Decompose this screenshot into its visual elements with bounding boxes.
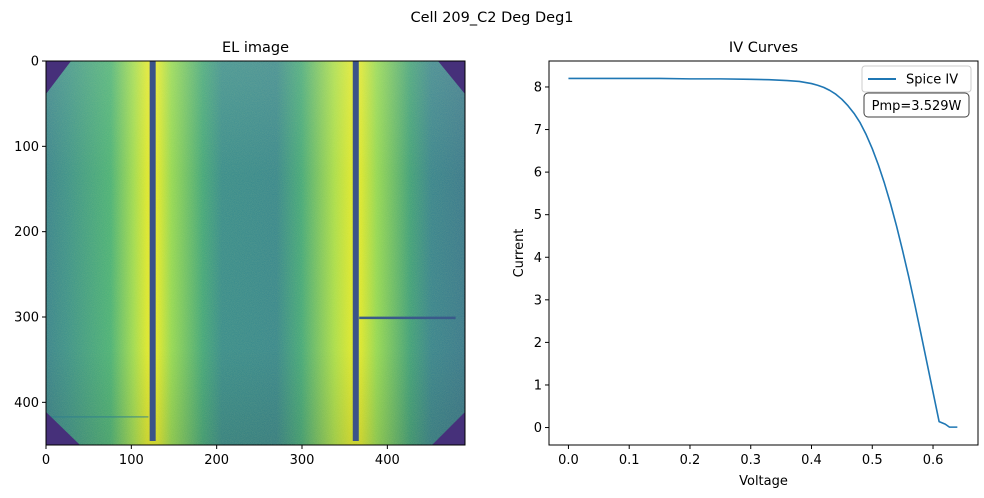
- iv-y-tick-label: 8: [534, 80, 542, 95]
- iv-y-tick-label: 4: [534, 251, 542, 266]
- iv-x-tick-label: 0.0: [558, 453, 579, 468]
- el-image-title: EL image: [222, 40, 289, 56]
- el-image-y-axis: 0 100 200 300 400: [14, 55, 46, 411]
- iv-legend: Spice IV: [861, 65, 972, 93]
- el-x-tick-label: 400: [375, 453, 400, 468]
- iv-pmp-annotation: Pmp=3.529W: [863, 92, 970, 118]
- iv-legend-box: [861, 65, 972, 93]
- el-x-tick-label: 300: [290, 453, 315, 468]
- iv-y-tick-label: 5: [534, 208, 542, 223]
- iv-y-tick-label: 1: [534, 378, 542, 393]
- el-corner-bottom-left: [46, 412, 80, 445]
- el-image-frame: [45, 60, 466, 446]
- el-corner-bottom-right: [432, 412, 465, 445]
- el-x-tick-label: 0: [42, 453, 50, 468]
- iv-x-tick-label: 0.2: [680, 453, 701, 468]
- el-y-tick-label: 200: [14, 225, 39, 240]
- el-y-tick-label: 100: [14, 140, 39, 155]
- iv-curves-axes: 0.0 0.1 0.2 0.3 0.4 0.5 0.6 0 1 2 3 4 5 6 7 8: [534, 77, 958, 468]
- iv-plot-frame: [548, 60, 979, 446]
- iv-curves-panel: IV Curves 0.0 0.1 0.2 0.3 0.4 0.5 0.6 0 1 2 3 4 5 6 7 8…: [512, 40, 979, 489]
- el-y-tick-label: 300: [14, 311, 39, 326]
- iv-y-tick-label: 7: [534, 123, 542, 138]
- iv-x-tick-label: 0.5: [862, 453, 883, 468]
- iv-x-tick-label: 0.6: [923, 453, 944, 468]
- el-y-tick-label: 0: [31, 55, 39, 70]
- iv-x-tick-label: 0.1: [619, 453, 640, 468]
- iv-y-tick-label: 2: [534, 336, 542, 351]
- el-x-tick-label: 100: [119, 453, 144, 468]
- iv-curves-title: IV Curves: [729, 40, 798, 56]
- iv-y-axis-label: Current: [512, 229, 527, 278]
- el-busbar-left: [149, 61, 156, 441]
- el-image-panel: EL image 0 100 200 300 400 0 100 200 300 400: [14, 40, 466, 468]
- el-x-tick-label: 200: [204, 453, 229, 468]
- el-image-x-axis: 0 100 200 300 400: [42, 445, 400, 468]
- iv-legend-label: Spice IV: [906, 73, 958, 88]
- el-corner-top-left: [46, 61, 71, 94]
- iv-x-axis-label: Voltage: [739, 474, 788, 489]
- el-corner-top-right: [438, 61, 465, 94]
- iv-x-tick-label: 0.3: [740, 453, 761, 468]
- figure-title: Cell 209_C2 Deg Deg1: [410, 10, 573, 26]
- el-image: [46, 61, 465, 445]
- el-busbar-right: [352, 61, 359, 441]
- el-y-tick-label: 400: [14, 396, 39, 411]
- iv-pmp-label: Pmp=3.529W: [872, 99, 962, 114]
- iv-x-tick-label: 0.4: [801, 453, 822, 468]
- iv-y-tick-label: 6: [534, 166, 542, 181]
- el-image-grain: [46, 61, 465, 445]
- iv-pmp-box: [863, 92, 970, 118]
- iv-series-line: [568, 77, 958, 428]
- iv-y-tick-label: 3: [534, 293, 542, 308]
- iv-y-tick-label: 0: [534, 421, 542, 436]
